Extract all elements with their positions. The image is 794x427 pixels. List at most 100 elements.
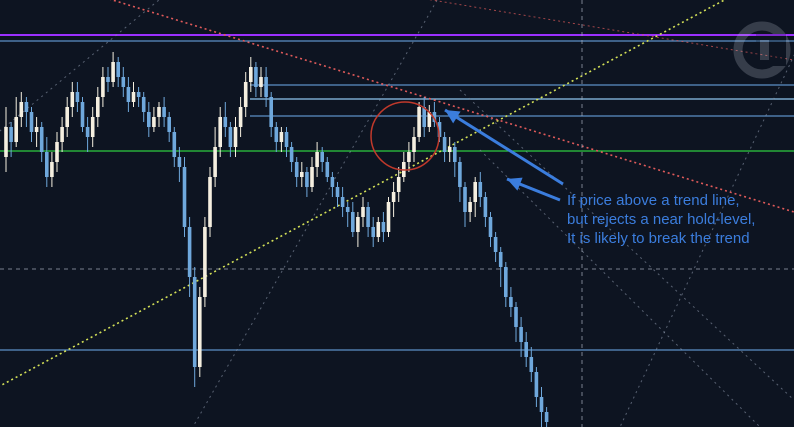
candle [473, 177, 477, 217]
candle [381, 212, 386, 242]
candle-body [539, 397, 544, 412]
candle-body [152, 117, 156, 127]
candle [218, 107, 222, 157]
candle [351, 202, 355, 237]
candle-body [55, 142, 59, 162]
candle-body [101, 77, 105, 97]
candle-body [50, 162, 54, 177]
candle-body [19, 102, 24, 117]
candle-body [121, 77, 126, 87]
candle-body [162, 107, 166, 117]
candle-body [187, 227, 192, 277]
candle [96, 87, 100, 127]
arrow-head [507, 177, 523, 191]
candle-body [345, 207, 350, 212]
candle-body [289, 147, 294, 162]
candle [274, 122, 279, 152]
candle [539, 387, 544, 427]
candle-body [519, 327, 523, 342]
candle [187, 217, 192, 297]
candle-body [172, 132, 177, 157]
candle [19, 92, 24, 127]
candle [483, 192, 488, 227]
candle-body [116, 62, 120, 77]
candle-body [284, 132, 289, 147]
candle [396, 167, 401, 202]
candle [141, 92, 146, 122]
candle [223, 102, 228, 137]
candle [376, 217, 381, 242]
candle-body [213, 147, 217, 177]
candle-body [427, 112, 432, 127]
candle-body [269, 97, 273, 127]
candle [116, 57, 120, 87]
candle [162, 97, 166, 127]
candle [335, 182, 340, 207]
candle [504, 262, 508, 307]
candle-body [182, 167, 187, 227]
candle [529, 347, 534, 382]
candle [340, 187, 345, 217]
candle-body [136, 92, 141, 97]
candle [447, 137, 452, 162]
candle [386, 197, 391, 237]
candle [453, 142, 457, 177]
candle [9, 122, 13, 157]
candle-body [96, 97, 100, 117]
candle [243, 72, 248, 117]
candle-body [524, 342, 528, 357]
candle-body [75, 92, 80, 102]
candle-body [300, 172, 304, 177]
diagonal-line-4 [619, 54, 794, 427]
candle-body [504, 267, 508, 297]
candle [310, 157, 314, 192]
candle [407, 142, 411, 172]
candle [519, 317, 523, 357]
candle [29, 107, 34, 142]
candle [238, 97, 243, 137]
logo-badge-icon [733, 21, 791, 79]
candle [131, 82, 136, 107]
candle-body [529, 357, 534, 372]
candle [305, 167, 309, 197]
candle-body [447, 147, 452, 152]
candle-body [80, 102, 85, 127]
candle [65, 97, 69, 137]
candle [90, 107, 95, 147]
candle-body [167, 117, 171, 132]
candle-body [442, 137, 447, 152]
candle-body [157, 107, 161, 117]
candle-body [223, 117, 228, 127]
candles [4, 52, 549, 427]
candle-body [233, 127, 238, 147]
candle-body [294, 162, 299, 177]
candle-body [412, 137, 416, 152]
candle [203, 217, 207, 307]
candle [106, 67, 110, 92]
trend-lines [0, 0, 794, 387]
candle-body [141, 97, 146, 112]
candle-body [463, 187, 467, 212]
candle-body [396, 177, 401, 192]
candle [136, 87, 141, 107]
candle [432, 102, 437, 127]
candle-body [228, 127, 233, 147]
candle-body [407, 152, 411, 162]
candle-body [437, 122, 442, 137]
candle [478, 172, 483, 207]
candle-body [14, 117, 18, 142]
candle [192, 267, 197, 387]
candle [361, 197, 365, 227]
candle [524, 332, 528, 367]
candle-body [432, 112, 437, 122]
annotation-group: If price above a trend line, but rejects… [370, 101, 755, 247]
candle-body [340, 197, 345, 207]
descending-trend-line [109, 0, 794, 213]
candle-body [45, 152, 49, 177]
candle [264, 67, 268, 107]
candle-body [208, 177, 212, 227]
candle [157, 102, 161, 127]
candle-body [544, 412, 549, 422]
